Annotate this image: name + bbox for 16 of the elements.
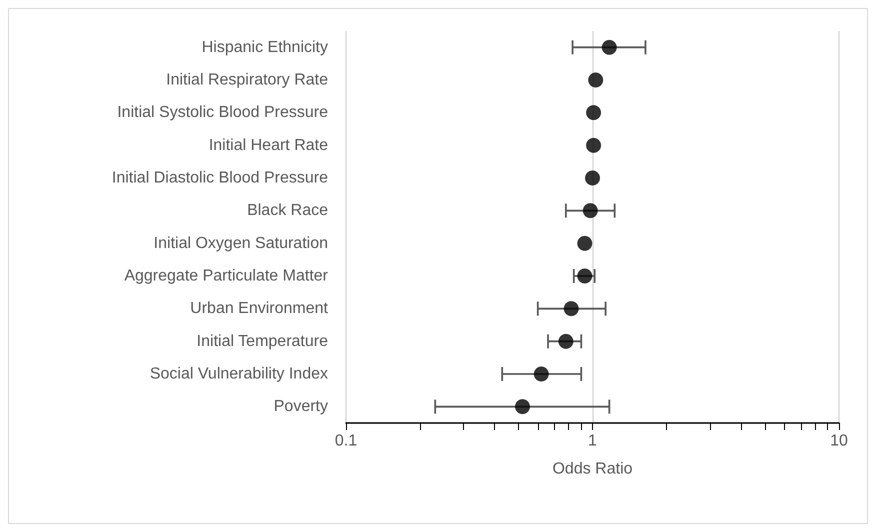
x-tick-label: 0.1 (334, 432, 358, 450)
y-tick-label: Black Race (247, 202, 328, 220)
y-tick-label: Aggregate Particulate Matter (124, 268, 329, 284)
y-tick-label: Initial Systolic Blood Pressure (117, 104, 328, 122)
y-tick-label: Poverty (274, 398, 328, 416)
y-tick-label: Social Vulnerability Index (150, 366, 328, 382)
y-tick-label: Initial Heart Rate (208, 136, 328, 154)
x-tick-label: 10 (830, 432, 848, 450)
y-tick-label: Initial Oxygen Saturation (154, 234, 328, 252)
x-axis-title: Odds Ratio (552, 460, 633, 478)
y-tick-label: Hispanic Ethnicity (202, 38, 328, 56)
x-tick-label: 1 (588, 432, 598, 450)
y-tick-label: Initial Diastolic Blood Pressure (112, 170, 328, 186)
y-tick-label: Initial Temperature (196, 332, 328, 350)
y-tick-label: Initial Respiratory Rate (166, 72, 328, 88)
y-tick-label: Urban Environment (190, 300, 329, 318)
